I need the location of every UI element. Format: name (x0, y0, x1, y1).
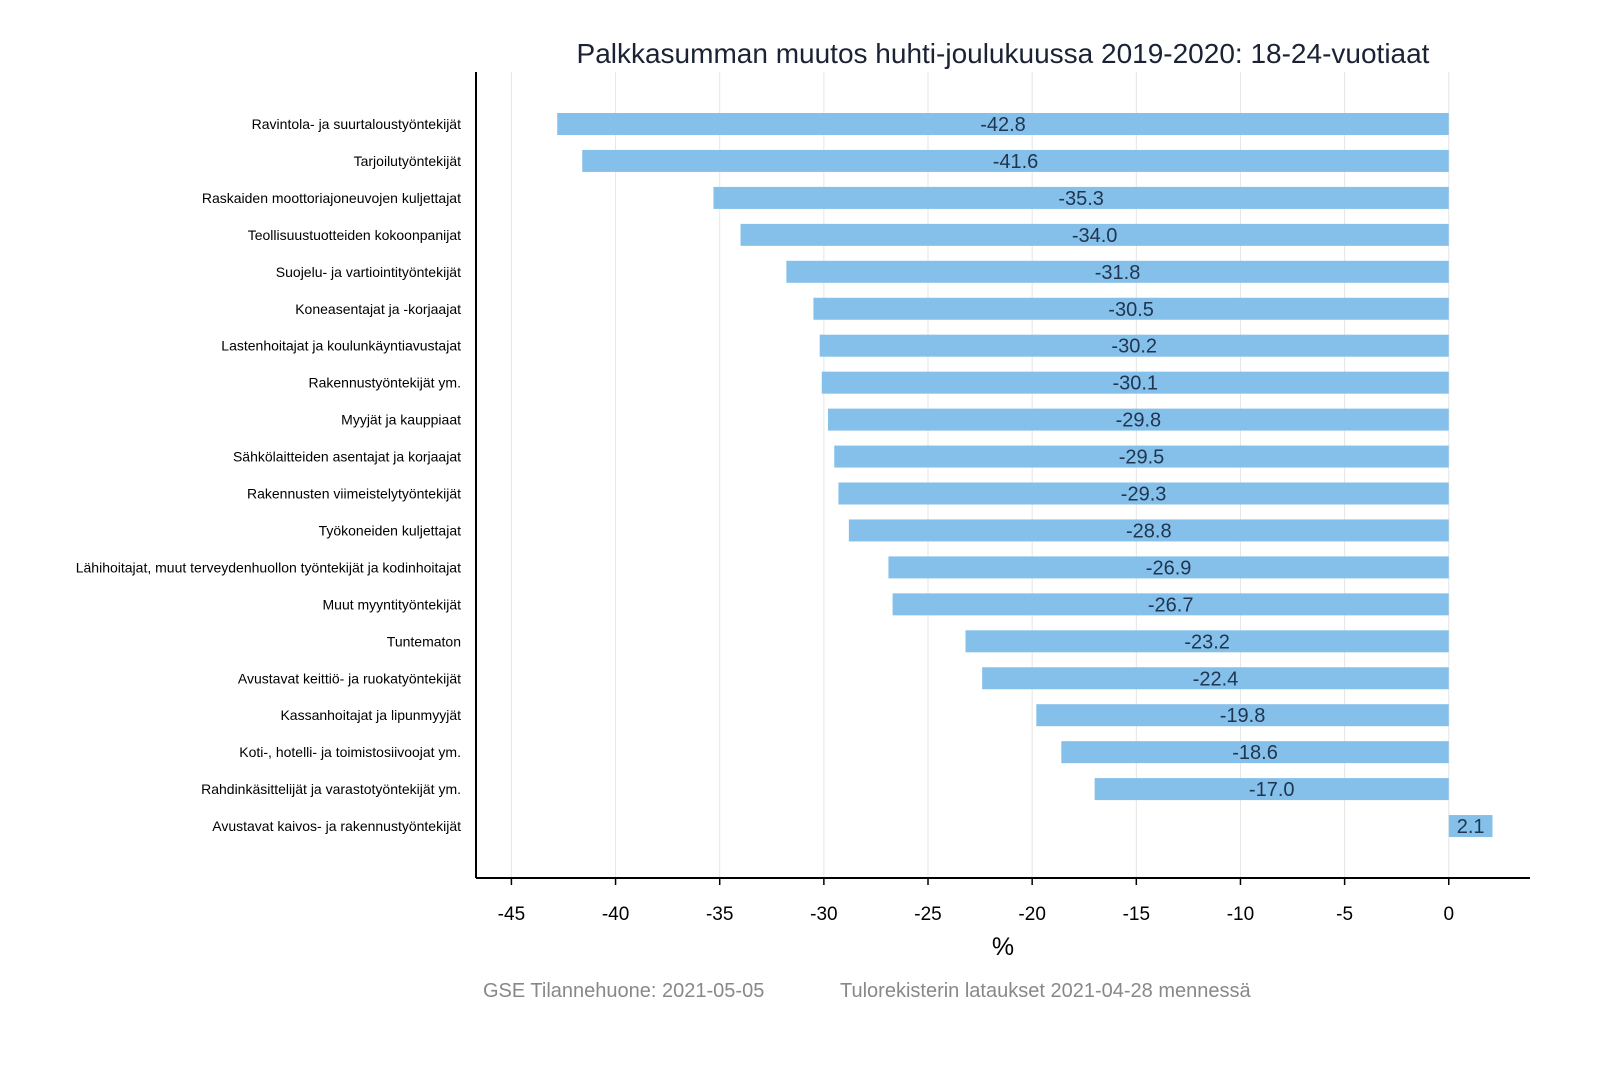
category-label: Ravintola- ja suurtaloustyöntekijät (252, 116, 461, 132)
bar (786, 260, 1449, 283)
category-label: Rakennustyöntekijät ym. (308, 375, 461, 391)
data-label: -29.8 (1116, 410, 1162, 432)
category-label: Rakennusten viimeistelytyöntekijät (247, 486, 461, 502)
data-label: -31.8 (1095, 262, 1141, 284)
category-label: Tuntematon (387, 633, 461, 649)
category-label: Kassanhoitajat ja lipunmyyjät (280, 707, 461, 723)
bar (888, 556, 1449, 579)
x-tick-label: -40 (602, 904, 629, 925)
category-label: Muut myyntityöntekijät (323, 596, 462, 612)
category-label: Tarjoilutyöntekijät (354, 153, 461, 169)
x-tick-label: -5 (1336, 904, 1353, 925)
bar (819, 334, 1449, 357)
footer-note: Tulorekisterin lataukset 2021-04-28 menn… (840, 980, 1251, 1002)
x-tick-label: -45 (498, 904, 525, 925)
category-label: Lähihoitajat, muut terveydenhuollon työn… (76, 559, 461, 575)
category-label: Avustavat keittiö- ja ruokatyöntekijät (238, 670, 461, 686)
data-label: 2.1 (1457, 816, 1485, 838)
bar (834, 445, 1449, 468)
data-label: -42.8 (980, 114, 1026, 136)
bar (582, 149, 1449, 172)
category-label: Lastenhoitajat ja koulunkäyntiavustajat (221, 338, 461, 354)
x-tick-label: 0 (1443, 904, 1454, 925)
category-label: Koti-, hotelli- ja toimistosiivoojat ym. (239, 744, 461, 760)
bar (1448, 815, 1493, 838)
data-label: -29.5 (1119, 447, 1165, 469)
data-label: -26.7 (1148, 594, 1194, 616)
data-label: -29.3 (1121, 484, 1167, 506)
category-label: Raskaiden moottoriajoneuvojen kuljettaja… (202, 190, 461, 206)
category-label: Rahdinkäsittelijät ja varastotyöntekijät… (201, 781, 461, 797)
x-tick-label: -25 (914, 904, 941, 925)
footer-source: GSE Tilannehuone: 2021-05-05 (483, 980, 765, 1002)
data-label: -34.0 (1072, 225, 1118, 247)
bar (982, 667, 1449, 690)
data-label: -35.3 (1058, 188, 1104, 210)
bar (892, 593, 1449, 616)
data-label: -30.2 (1111, 336, 1157, 358)
data-label: -18.6 (1232, 742, 1278, 764)
bar (848, 519, 1449, 542)
x-tick-label: -35 (706, 904, 733, 925)
category-label: Työkoneiden kuljettajat (319, 522, 462, 538)
category-label: Koneasentajat ja -korjaajat (295, 301, 461, 317)
data-label: -30.1 (1112, 373, 1158, 395)
bar (713, 186, 1449, 209)
axes: -45 -40 -35 -30 -25 -20 -15 -10 -5 0 (475, 72, 1530, 925)
bar (838, 482, 1449, 505)
category-labels: Ravintola- ja suurtaloustyöntekijät Tarjo… (76, 116, 461, 834)
bar (965, 630, 1449, 653)
bars: -42.8 -41.6 -35.3 -34.0 -31.8 -30.5 -30.2 -30.1… (557, 113, 1493, 838)
data-label: -17.0 (1249, 779, 1295, 801)
x-tick-label: -15 (1123, 904, 1150, 925)
bar (813, 297, 1449, 320)
category-label: Avustavat kaivos- ja rakennustyöntekijät (212, 818, 461, 834)
x-axis-label: % (992, 933, 1014, 961)
data-label: -19.8 (1220, 705, 1266, 727)
category-label: Sähkölaitteiden asentajat ja korjaajat (233, 449, 461, 465)
category-label: Myyjät ja kauppiaat (341, 412, 461, 428)
x-tick-label: -30 (810, 904, 837, 925)
chart-title: Palkkasumman muutos huhti-joulukuussa 20… (577, 38, 1430, 69)
bar (1036, 704, 1449, 727)
data-label: -23.2 (1184, 631, 1230, 653)
category-label: Suojelu- ja vartiointityöntekijät (276, 264, 461, 280)
bar (828, 408, 1449, 431)
x-tick-label: -10 (1227, 904, 1254, 925)
bar (740, 223, 1449, 246)
data-label: -28.8 (1126, 520, 1172, 542)
bar (821, 371, 1449, 394)
category-label: Teollisuustuotteiden kokoonpanijat (248, 227, 461, 243)
data-label: -41.6 (993, 151, 1039, 173)
bar (1061, 741, 1449, 764)
data-label: -30.5 (1108, 299, 1154, 321)
data-label: -26.9 (1146, 557, 1192, 579)
data-label: -22.4 (1193, 668, 1239, 690)
x-tick-label: -20 (1018, 904, 1045, 925)
bar (1094, 778, 1449, 801)
bar (557, 113, 1449, 135)
